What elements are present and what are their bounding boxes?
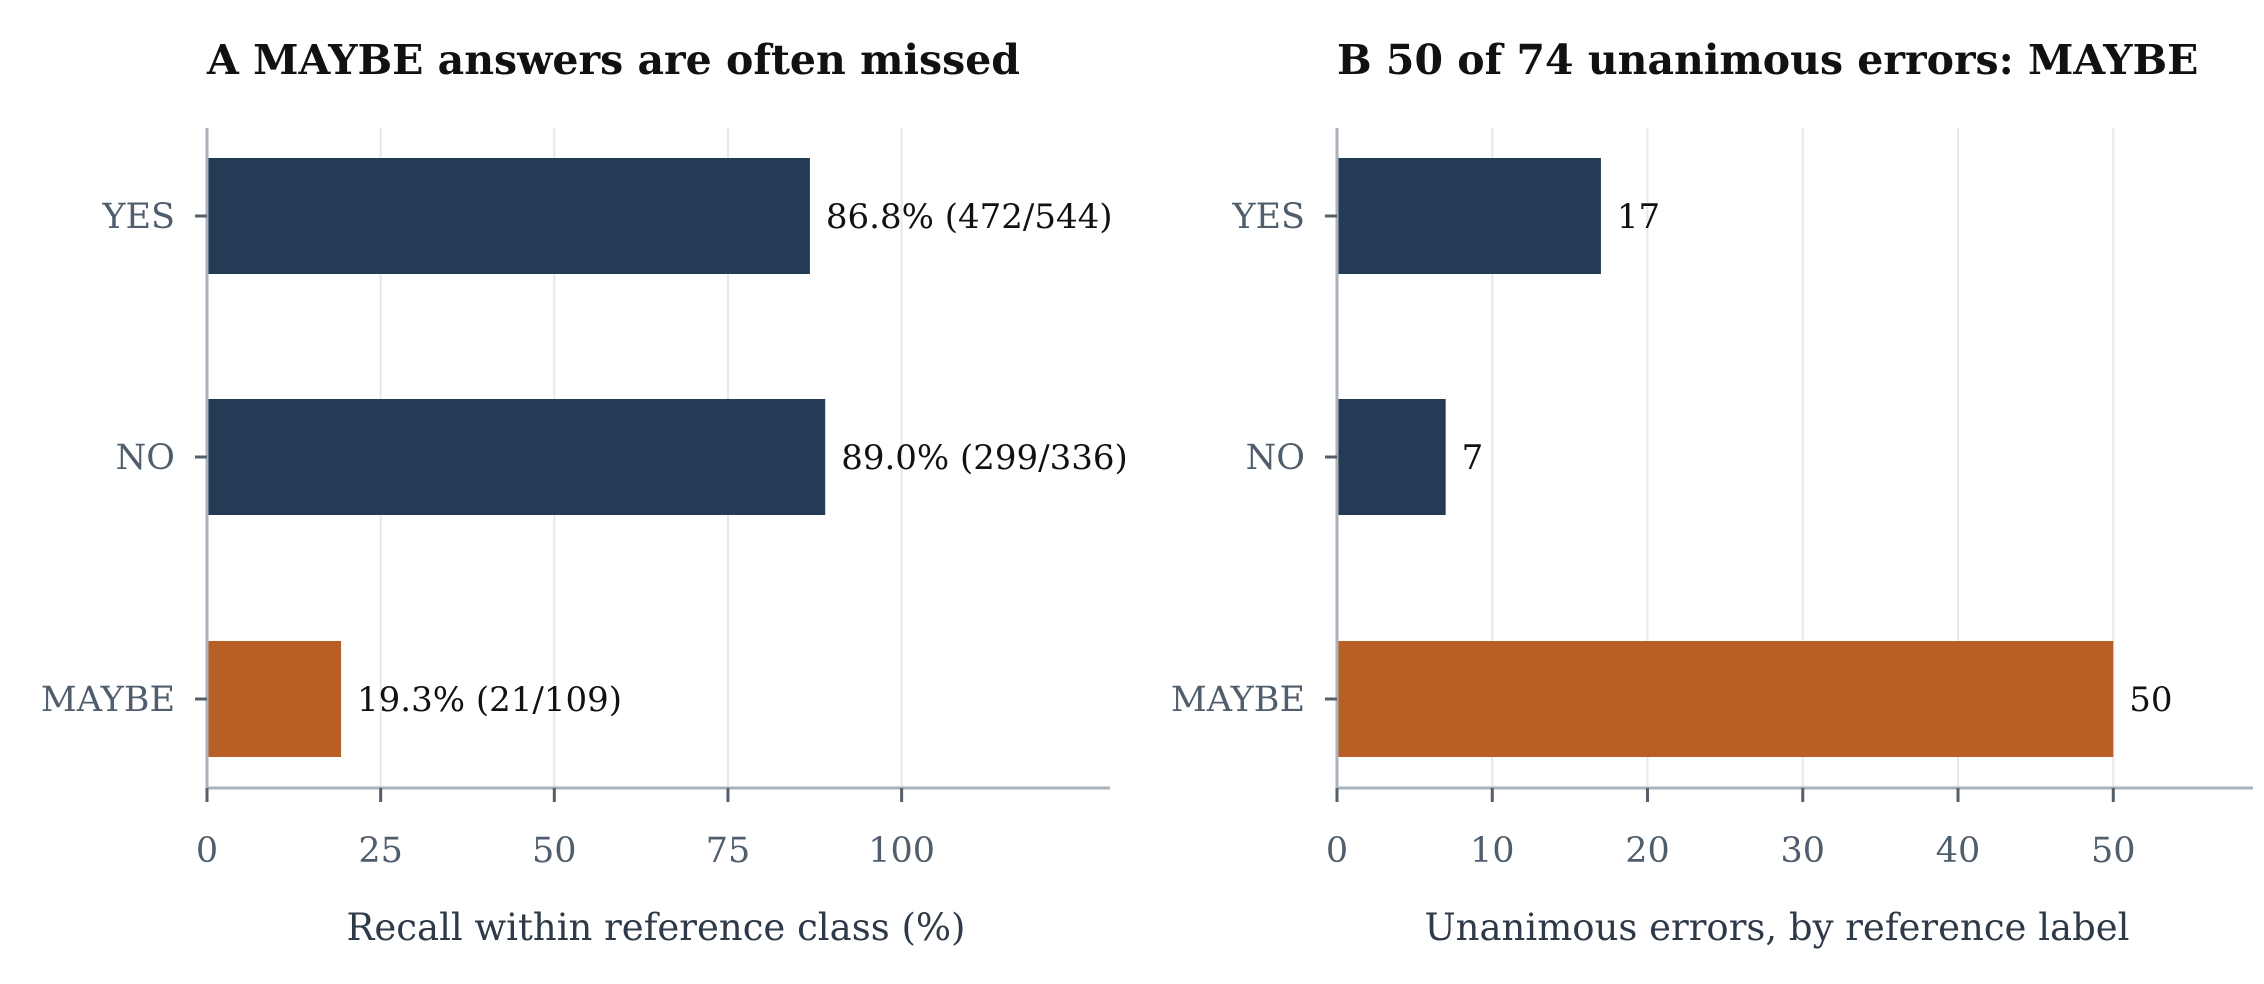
- data-label: 19.3% (21/109): [357, 680, 622, 720]
- data-label: 7: [1462, 438, 1484, 478]
- chart-title: B 50 of 74 unanimous errors: MAYBE: [1337, 36, 2198, 84]
- x-tick-label: 50: [532, 831, 577, 871]
- data-label: 50: [2129, 680, 2172, 720]
- x-tick-label: 0: [1326, 831, 1348, 871]
- panel-a: A MAYBE answers are often missed YES NO MAY…: [41, 36, 1128, 949]
- panel-b: B 50 of 74 unanimous errors: MAYBE YES NO M…: [1171, 36, 2253, 949]
- x-tick-label: 25: [358, 831, 403, 871]
- chart-title: A MAYBE answers are often missed: [206, 36, 1020, 84]
- bar-maybe: [1337, 641, 2114, 757]
- x-tick-label: 50: [2091, 831, 2136, 871]
- bar-maybe: [207, 641, 342, 757]
- x-axis-title: Unanimous errors, by reference label: [1424, 906, 2129, 949]
- category-label: YES: [1231, 197, 1305, 237]
- x-tick-label: 30: [1780, 831, 1825, 871]
- data-label: 17: [1617, 197, 1660, 237]
- data-label: 86.8% (472/544): [826, 197, 1113, 237]
- x-tick-label: 75: [706, 831, 751, 871]
- bar-yes: [207, 158, 810, 274]
- bar-no: [1337, 399, 1446, 515]
- category-label: MAYBE: [41, 680, 175, 720]
- x-tick-label: 40: [1936, 831, 1981, 871]
- category-label: NO: [1246, 438, 1305, 478]
- x-tick-label: 0: [196, 831, 218, 871]
- x-tick-label: 10: [1470, 831, 1515, 871]
- x-tick-label: 20: [1625, 831, 1670, 871]
- category-label: YES: [101, 197, 175, 237]
- category-label: NO: [116, 438, 175, 478]
- x-axis-title: Recall within reference class (%): [347, 906, 966, 949]
- category-label: MAYBE: [1171, 680, 1305, 720]
- x-tick-label: 100: [868, 831, 935, 871]
- bar-no: [207, 399, 826, 515]
- data-label: 89.0% (299/336): [841, 438, 1128, 478]
- bar-yes: [1337, 158, 1601, 274]
